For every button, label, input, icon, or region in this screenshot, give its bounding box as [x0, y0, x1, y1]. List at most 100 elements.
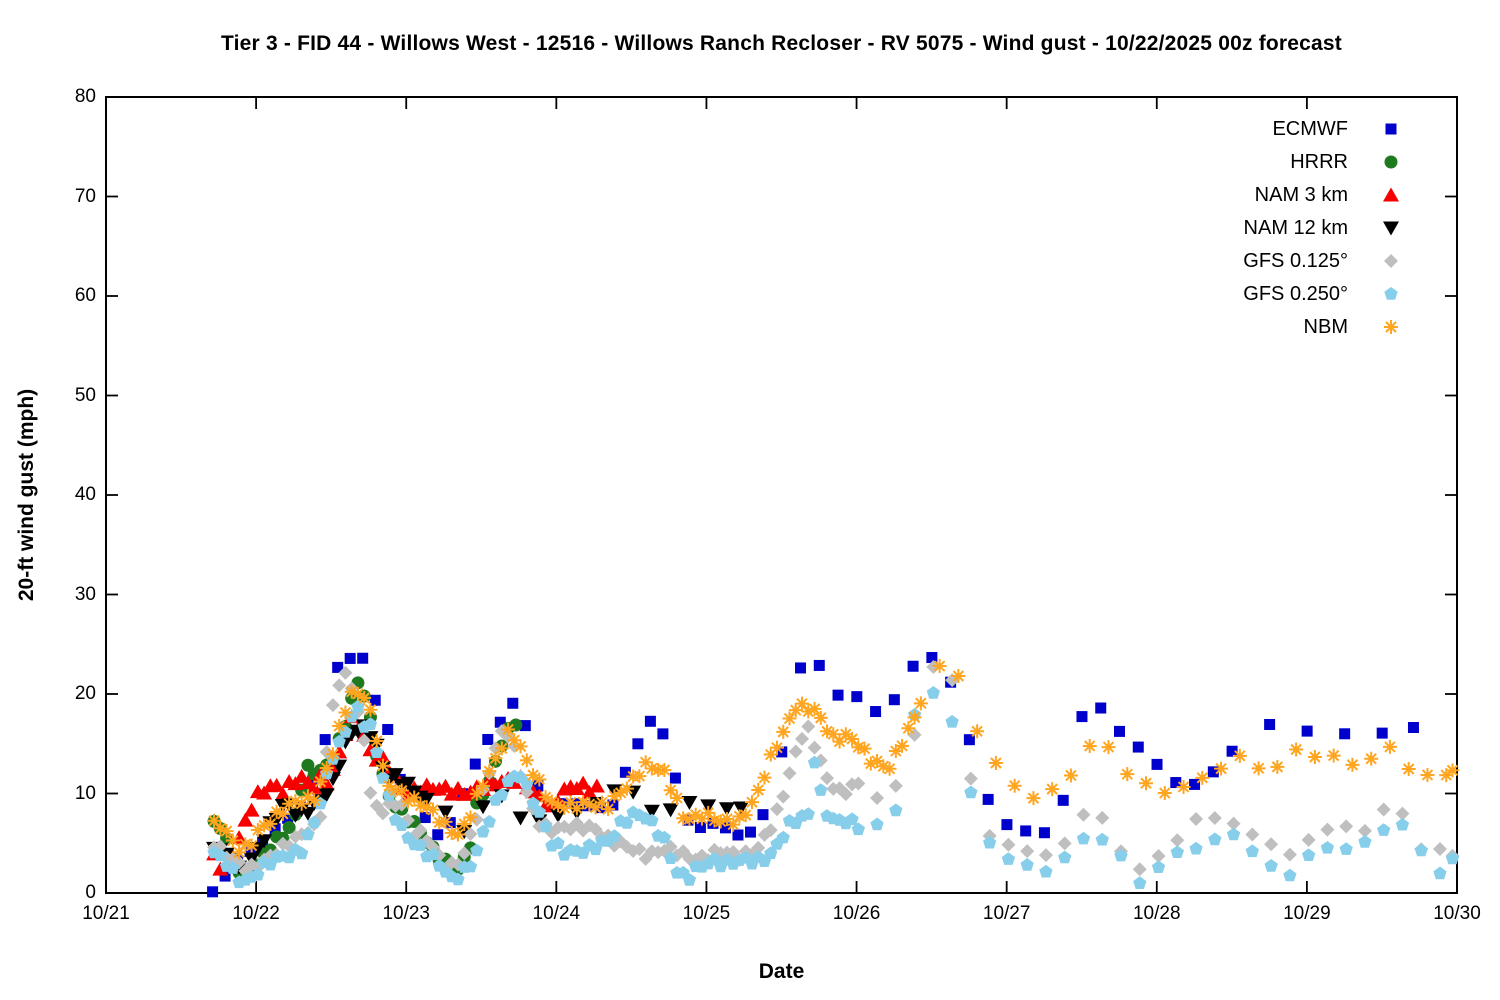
data-point — [512, 811, 529, 826]
x-tick-label: 10/28 — [1132, 903, 1181, 924]
data-point — [963, 734, 975, 746]
data-point — [1251, 761, 1266, 776]
data-point — [751, 840, 766, 855]
data-point — [1076, 711, 1088, 723]
data-point — [1376, 727, 1388, 739]
data-point — [718, 802, 735, 817]
data-point — [268, 777, 285, 792]
data-point — [1189, 778, 1201, 790]
data-point — [926, 652, 938, 664]
data-point — [964, 785, 978, 799]
data-point — [244, 845, 256, 857]
data-point — [470, 843, 484, 857]
data-point — [681, 795, 698, 810]
data-point — [1076, 831, 1091, 845]
data-point — [469, 786, 484, 801]
data-point — [332, 734, 346, 748]
data-point — [338, 705, 353, 720]
data-point — [387, 768, 404, 783]
data-point — [351, 699, 365, 713]
data-point — [250, 823, 265, 838]
data-point — [632, 738, 644, 750]
data-point — [657, 762, 672, 777]
data-point — [509, 718, 523, 732]
data-point — [369, 694, 381, 706]
data-point — [299, 806, 316, 821]
y-tick-label: 0 — [85, 882, 96, 903]
data-point — [970, 724, 985, 739]
data-point — [663, 783, 678, 798]
data-point — [307, 793, 322, 808]
data-point — [1001, 852, 1016, 865]
data-point — [207, 813, 222, 828]
data-point — [1339, 842, 1353, 855]
data-point — [1132, 741, 1144, 753]
data-point — [1226, 816, 1241, 831]
data-point — [888, 744, 903, 759]
data-point — [669, 772, 681, 784]
data-point — [701, 805, 716, 820]
data-point — [763, 823, 778, 838]
data-point — [782, 711, 797, 726]
data-point — [382, 778, 397, 793]
data-point — [951, 669, 966, 684]
data-point — [926, 686, 940, 699]
data-point — [207, 886, 219, 898]
data-point — [382, 724, 394, 736]
data-point — [551, 836, 565, 849]
data-point — [1445, 763, 1460, 778]
data-point — [413, 798, 428, 813]
x-tick-label: 10/23 — [382, 903, 430, 924]
legend-marker-gfs-0-250-icon — [1384, 287, 1398, 300]
data-point — [226, 861, 240, 874]
data-point — [532, 772, 547, 787]
data-point — [732, 829, 744, 841]
legend-marker-nbm-icon — [1384, 320, 1398, 334]
data-point — [419, 800, 434, 815]
series-gfs-0-250 — [207, 686, 1460, 889]
data-point — [688, 807, 703, 822]
data-point — [557, 801, 572, 816]
data-point — [1101, 740, 1116, 755]
data-point — [669, 790, 684, 805]
data-point — [1364, 751, 1379, 766]
data-point — [588, 822, 603, 837]
data-point — [1039, 864, 1053, 878]
data-point — [801, 704, 816, 719]
data-point — [338, 665, 353, 680]
x-tick-label: 10/21 — [82, 903, 130, 924]
data-point — [788, 703, 803, 718]
data-point — [795, 731, 810, 746]
data-point — [432, 829, 444, 841]
legend-marker-nam-12-km-icon — [1383, 221, 1399, 236]
data-point — [1439, 768, 1454, 783]
legend-label: ECMWF — [1272, 118, 1348, 140]
data-point — [244, 857, 259, 872]
data-point — [313, 774, 328, 789]
data-point — [838, 727, 853, 742]
data-point — [399, 776, 416, 791]
data-point — [457, 846, 472, 861]
data-point — [682, 812, 697, 827]
data-point — [813, 710, 828, 725]
x-tick-label: 10/24 — [532, 903, 581, 924]
data-point — [513, 739, 528, 754]
data-point — [494, 741, 509, 756]
data-point — [426, 847, 440, 861]
data-point — [1382, 739, 1397, 754]
data-point — [463, 810, 478, 825]
data-point — [1176, 779, 1191, 794]
data-point — [776, 724, 791, 739]
data-point — [494, 716, 506, 728]
data-point — [375, 806, 390, 821]
data-point — [382, 788, 396, 802]
data-point — [769, 802, 784, 817]
data-point — [469, 758, 481, 770]
data-point — [1302, 848, 1316, 861]
data-point — [325, 698, 340, 713]
data-point — [451, 872, 465, 886]
data-point — [1207, 810, 1222, 825]
data-point — [613, 785, 628, 800]
data-point — [601, 802, 616, 817]
data-point — [1208, 832, 1222, 846]
